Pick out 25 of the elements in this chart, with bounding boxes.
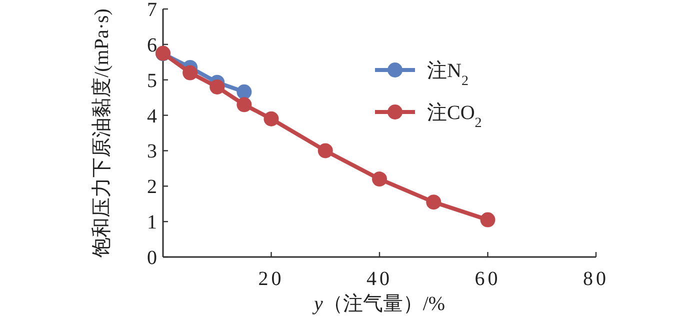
point	[236, 97, 252, 112]
point	[182, 65, 198, 80]
y-tick-label: 4	[147, 105, 157, 128]
y-tick-label: 1	[147, 212, 157, 234]
x-tick-label: 40	[366, 268, 392, 290]
point	[372, 172, 387, 187]
legend-label: 注N$_{2}$	[427, 60, 468, 88]
x-axis-title: y（注气量）/%	[312, 293, 446, 315]
x-tick-label: 20	[258, 268, 284, 290]
y-tick-label: 2	[147, 176, 157, 198]
point	[210, 79, 225, 94]
y-tick-label: 7	[147, 0, 157, 21]
y-tick-label: 0	[147, 247, 157, 269]
point	[480, 212, 496, 228]
y-tick-label: 5	[147, 70, 157, 92]
point	[264, 111, 279, 126]
point	[318, 143, 333, 158]
point	[426, 194, 442, 210]
x-tick-label: 60	[474, 268, 501, 290]
y-axis-title: 饱和压力下原油黏度/(mPa·s)	[91, 8, 113, 258]
point	[236, 84, 252, 100]
y-tick-label: 6	[147, 34, 157, 56]
x-tick-label: 80	[583, 268, 609, 290]
legend-label: 注CO$_{2}$	[427, 102, 482, 130]
y-tick-label: 3	[147, 140, 157, 163]
